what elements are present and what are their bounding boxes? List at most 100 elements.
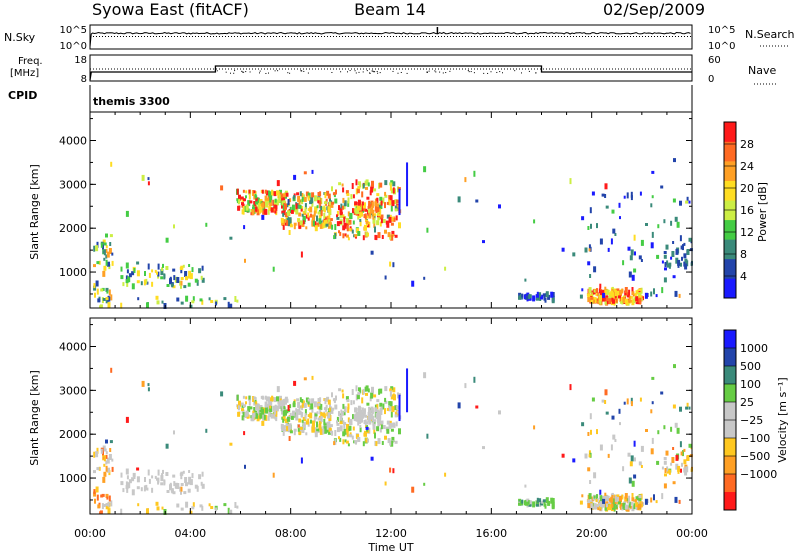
power-cell bbox=[133, 268, 136, 273]
power-cell bbox=[683, 242, 686, 246]
power-cell bbox=[359, 221, 362, 227]
velocity-cell bbox=[103, 448, 107, 452]
power-colorbar-tick-label: 20 bbox=[740, 182, 754, 195]
power-cell bbox=[100, 242, 103, 248]
power-cell bbox=[536, 291, 539, 297]
velocity-cell bbox=[250, 415, 253, 419]
power-cell bbox=[686, 249, 690, 255]
velocity-cell bbox=[111, 458, 114, 462]
velocity-cell bbox=[354, 413, 357, 420]
velocity-cell bbox=[356, 394, 360, 400]
power-cell bbox=[529, 294, 532, 299]
power-cell bbox=[382, 219, 386, 223]
power-cell bbox=[102, 239, 106, 245]
power-cell bbox=[105, 297, 109, 304]
velocity-cell bbox=[390, 394, 394, 400]
velocity-cell bbox=[276, 396, 279, 402]
power-cell bbox=[395, 215, 398, 221]
velocity-cell bbox=[125, 468, 129, 475]
velocity-cell bbox=[105, 460, 108, 465]
power-cell bbox=[180, 277, 184, 280]
velocity-cell bbox=[107, 467, 110, 473]
power-cell bbox=[281, 203, 283, 209]
power-cell bbox=[352, 220, 355, 225]
power-cell bbox=[396, 204, 399, 208]
velocity-cell bbox=[103, 463, 106, 467]
velocity-cell bbox=[293, 431, 296, 436]
velocity-cell bbox=[229, 442, 233, 446]
power-cell bbox=[238, 194, 241, 201]
velocity-cell bbox=[346, 430, 349, 437]
power-cell bbox=[635, 301, 638, 305]
nave-dot bbox=[435, 71, 437, 73]
velocity-cell bbox=[253, 407, 257, 412]
power-cell bbox=[482, 240, 485, 244]
power-cell bbox=[638, 255, 642, 260]
power-colorbar-cell bbox=[724, 239, 736, 260]
power-cell bbox=[191, 300, 195, 304]
power-cell bbox=[237, 199, 240, 205]
power-cell bbox=[304, 207, 307, 214]
velocity-cell bbox=[311, 420, 315, 427]
power-cell bbox=[316, 205, 319, 209]
y-tick-label: 2000 bbox=[59, 428, 87, 441]
velocity-cell bbox=[387, 438, 391, 444]
power-cell bbox=[172, 268, 176, 272]
power-cell bbox=[359, 218, 362, 222]
power-cell bbox=[301, 205, 304, 211]
power-cell bbox=[281, 200, 284, 206]
power-cell bbox=[391, 200, 395, 207]
power-cell bbox=[630, 191, 633, 198]
power-cell bbox=[380, 217, 383, 224]
power-cell bbox=[356, 228, 360, 234]
power-cell bbox=[342, 197, 345, 203]
velocity-cell bbox=[201, 483, 205, 489]
velocity-cell bbox=[105, 493, 109, 498]
velocity-cell bbox=[234, 502, 237, 508]
power-cell bbox=[362, 183, 365, 189]
power-cell bbox=[156, 271, 158, 275]
power-cell bbox=[250, 209, 253, 213]
freq-tick-top: 18 bbox=[74, 55, 87, 66]
power-cell bbox=[93, 283, 96, 289]
velocity-cell bbox=[581, 494, 584, 498]
power-cell bbox=[620, 296, 623, 302]
velocity-cell bbox=[362, 389, 365, 395]
power-cell bbox=[363, 206, 366, 211]
power-cell bbox=[341, 205, 344, 210]
velocity-cell bbox=[107, 501, 110, 507]
velocity-cell bbox=[673, 364, 676, 369]
velocity-cell bbox=[637, 505, 640, 511]
velocity-cell bbox=[273, 397, 277, 403]
power-cell bbox=[587, 226, 590, 230]
velocity-cell bbox=[444, 472, 447, 477]
power-cell bbox=[619, 216, 621, 220]
power-cell bbox=[272, 199, 275, 206]
velocity-cell bbox=[274, 416, 277, 420]
nsky-tick-top: 10^5 bbox=[60, 25, 87, 36]
velocity-cell bbox=[146, 487, 149, 491]
power-cell bbox=[392, 187, 395, 194]
power-cell bbox=[639, 191, 642, 196]
power-cell bbox=[215, 301, 218, 306]
power-cell bbox=[189, 273, 193, 280]
velocity-cell bbox=[639, 499, 642, 505]
velocity-cell bbox=[605, 411, 609, 415]
velocity-cell bbox=[355, 394, 358, 401]
nave-dot bbox=[496, 71, 498, 73]
power-cell bbox=[318, 209, 321, 213]
power-cell bbox=[342, 233, 345, 239]
velocity-cell bbox=[342, 393, 345, 399]
power-cell bbox=[603, 289, 607, 294]
velocity-cell bbox=[143, 485, 146, 492]
velocity-cell bbox=[320, 411, 323, 417]
velocity-cell bbox=[593, 472, 597, 479]
power-cell bbox=[245, 204, 249, 211]
power-cell bbox=[105, 245, 108, 249]
velocity-cell bbox=[102, 504, 106, 507]
power-cell bbox=[105, 297, 109, 301]
power-cell bbox=[311, 200, 314, 207]
power-cell bbox=[635, 296, 639, 302]
power-cell bbox=[289, 206, 292, 213]
velocity-cell bbox=[236, 505, 239, 509]
